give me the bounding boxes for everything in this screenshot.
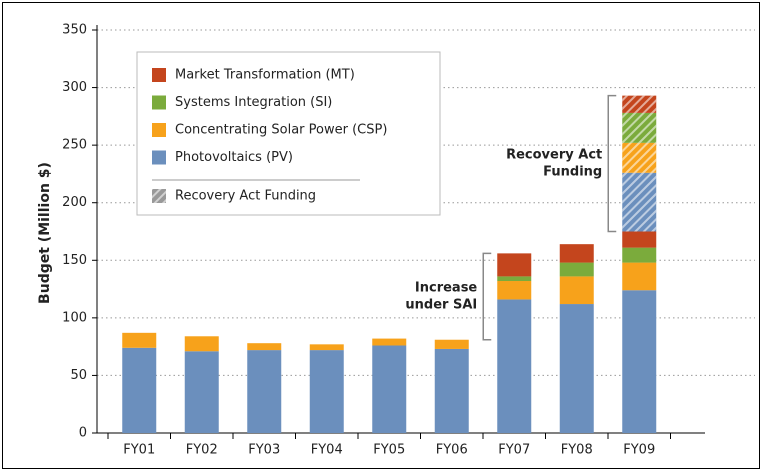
bar-segment (622, 262, 657, 291)
bar-segment (559, 276, 594, 305)
bracket (482, 252, 492, 341)
y-tick-label: 50 (70, 368, 87, 383)
x-tick-label: FY06 (436, 443, 468, 458)
bracket (607, 94, 617, 233)
bar-segment (122, 347, 157, 433)
bar-segment (434, 348, 469, 433)
x-tick-label: FY02 (186, 443, 218, 458)
bar-segment (122, 332, 157, 348)
annotation: Recovery Act (506, 148, 602, 163)
annotation: under SAI (405, 298, 477, 313)
y-axis-label: Budget (Million $) (37, 162, 53, 304)
y-tick-label: 0 (79, 426, 87, 441)
bar-segment (247, 343, 282, 351)
y-tick-label: 350 (62, 23, 87, 38)
annotation: Funding (543, 165, 602, 180)
x-tick-label: FY05 (373, 443, 405, 458)
bar-segment (497, 276, 532, 282)
bar-segment (497, 281, 532, 300)
bar-segment (247, 350, 282, 433)
bar-segment (309, 344, 344, 351)
bar-segment (559, 262, 594, 277)
bar-segment (622, 231, 657, 248)
y-tick-label: 150 (62, 253, 87, 268)
bar-segment (309, 350, 344, 433)
legend-label: Systems Integration (SI) (175, 95, 332, 110)
x-tick-label: FY07 (498, 443, 530, 458)
bar-segment (184, 351, 219, 433)
recovery-hatch (622, 95, 657, 113)
y-tick-label: 200 (62, 195, 87, 210)
legend-label: Concentrating Solar Power (CSP) (175, 123, 387, 138)
y-tick-label: 100 (62, 310, 87, 325)
bar-segment (434, 339, 469, 349)
x-tick-label: FY01 (123, 443, 155, 458)
legend-swatch (152, 123, 166, 137)
bar-segment (559, 304, 594, 433)
legend-hatch (152, 189, 166, 203)
legend-label: Photovoltaics (PV) (175, 150, 293, 165)
legend-label: Recovery Act Funding (175, 189, 316, 204)
x-tick-label: FY04 (311, 443, 343, 458)
bar-segment (372, 338, 407, 346)
legend-swatch (152, 68, 166, 82)
bar-segment (622, 247, 657, 263)
recovery-hatch (622, 172, 657, 232)
bar-segment (497, 253, 532, 277)
x-tick-label: FY08 (561, 443, 593, 458)
bar-segment (559, 244, 594, 263)
legend-box (136, 51, 441, 216)
legend-swatch (152, 150, 166, 165)
recovery-hatch (622, 142, 657, 173)
x-tick-label: FY09 (623, 443, 655, 458)
bar-segment (184, 336, 219, 352)
annotation: Increase (415, 281, 478, 296)
legend: Market Transformation (MT) Systems Integr… (136, 51, 441, 216)
x-tick-label: FY03 (248, 443, 280, 458)
bar-segment (622, 290, 657, 433)
y-tick-label: 300 (62, 80, 87, 95)
legend-swatch (152, 95, 166, 110)
y-tick-label: 250 (62, 138, 87, 153)
bar-segment (497, 299, 532, 433)
legend-label: Market Transformation (MT) (175, 68, 355, 83)
recovery-hatch (622, 112, 657, 143)
bar-segment (372, 345, 407, 433)
